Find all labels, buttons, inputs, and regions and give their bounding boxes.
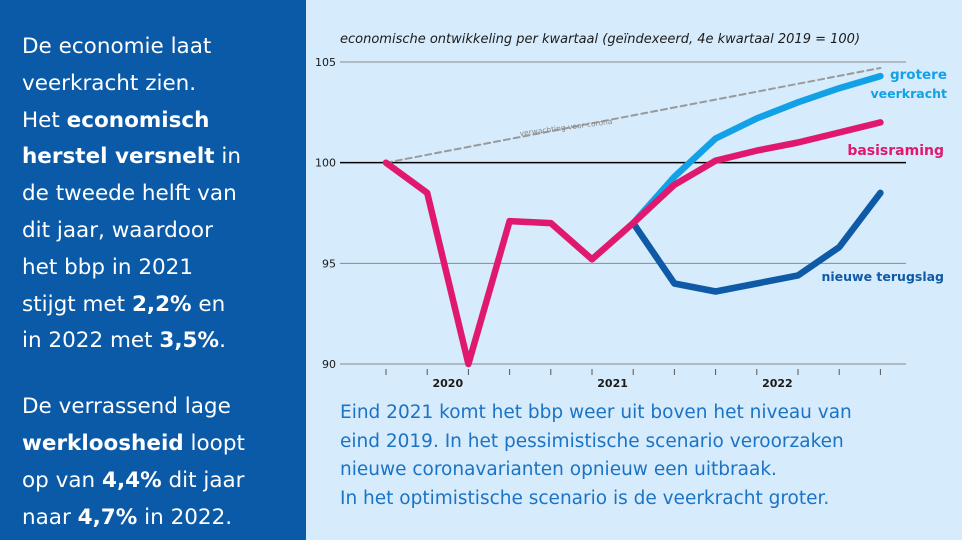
series-label: verwachting voor corona	[519, 117, 613, 138]
paragraph-text: in	[214, 144, 241, 170]
caption-line: In het optimistische scenario is de veer…	[340, 487, 830, 509]
paragraph-text: Het	[22, 107, 67, 133]
series-label: basisraming	[847, 143, 944, 159]
unemployment-paragraph: De verrassend lage werkloosheid loopt op v…	[22, 389, 296, 536]
paragraph-text: in 2022 met	[22, 328, 160, 354]
chart-caption: Eind 2021 komt het bbp weer uit boven he…	[340, 399, 955, 513]
paragraph-text: het bbp in 2021	[22, 254, 194, 280]
paragraph-text: de tweede helft van	[22, 181, 237, 207]
economy-paragraph: De economie laat veerkracht zien. Het econ…	[22, 29, 296, 360]
series-label: nieuwe terugslag	[821, 269, 944, 284]
paragraph-text: .	[219, 328, 226, 354]
paragraph-text: De verrassend lage	[22, 394, 231, 420]
chart-panel: economische ontwikkeling per kwartaal (g…	[306, 0, 962, 540]
paragraph-text: op van	[22, 467, 102, 493]
paragraph-text: loopt	[183, 430, 245, 456]
x-tick-label: 2022	[762, 377, 793, 390]
series-line-verwachting-voor-corona	[385, 67, 882, 164]
caption-line: Eind 2021 komt het bbp weer uit boven he…	[340, 402, 852, 423]
paragraph-text: naar	[22, 504, 78, 530]
series-line-basisraming	[382, 119, 884, 368]
paragraph-text: economisch	[66, 107, 210, 133]
paragraph-text: dit jaar	[161, 467, 245, 493]
paragraph-text: 4,7%	[77, 504, 138, 530]
series-line-nieuwe-terugslag	[629, 189, 884, 295]
paragraph-text: in 2022.	[137, 504, 233, 530]
y-tick-label: 90	[322, 358, 336, 371]
left-text-panel: De economie laat veerkracht zien. Het econ…	[0, 0, 306, 540]
x-tick-label: 2021	[597, 377, 628, 390]
paragraph-text: dit jaar, waardoor	[22, 217, 213, 243]
series-label: grotere	[890, 67, 947, 83]
paragraph-text: en	[191, 291, 226, 317]
paragraph-text: 3,5%	[159, 328, 220, 354]
paragraph-text: 4,4%	[102, 467, 162, 493]
caption-line: nieuwe coronavarianten opnieuw een uitbr…	[340, 459, 777, 481]
y-tick-label: 105	[315, 56, 336, 69]
series-line-grotere-veerkracht	[629, 72, 884, 227]
series-label: veerkracht	[871, 86, 947, 101]
y-tick-label: 100	[315, 157, 336, 170]
paragraph-text: stijgt met	[22, 291, 132, 317]
paragraph-text: 2,2%	[131, 291, 192, 317]
gdp-line-chart: 90 95 100 105 2020 2021 2022 grotere veerkracht b…	[315, 56, 947, 390]
y-tick-label: 95	[322, 257, 336, 270]
paragraph-text: herstel versnelt	[22, 144, 215, 170]
chart-title: economische ontwikkeling per kwartaal (g…	[340, 32, 861, 47]
x-tick-label: 2020	[432, 377, 463, 390]
caption-line: eind 2019. In het pessimistische scenari…	[340, 430, 844, 452]
paragraph-text: werkloosheid	[22, 430, 184, 456]
paragraph-text: veerkracht zien.	[22, 70, 197, 96]
paragraph-text: De economie laat	[22, 34, 212, 59]
